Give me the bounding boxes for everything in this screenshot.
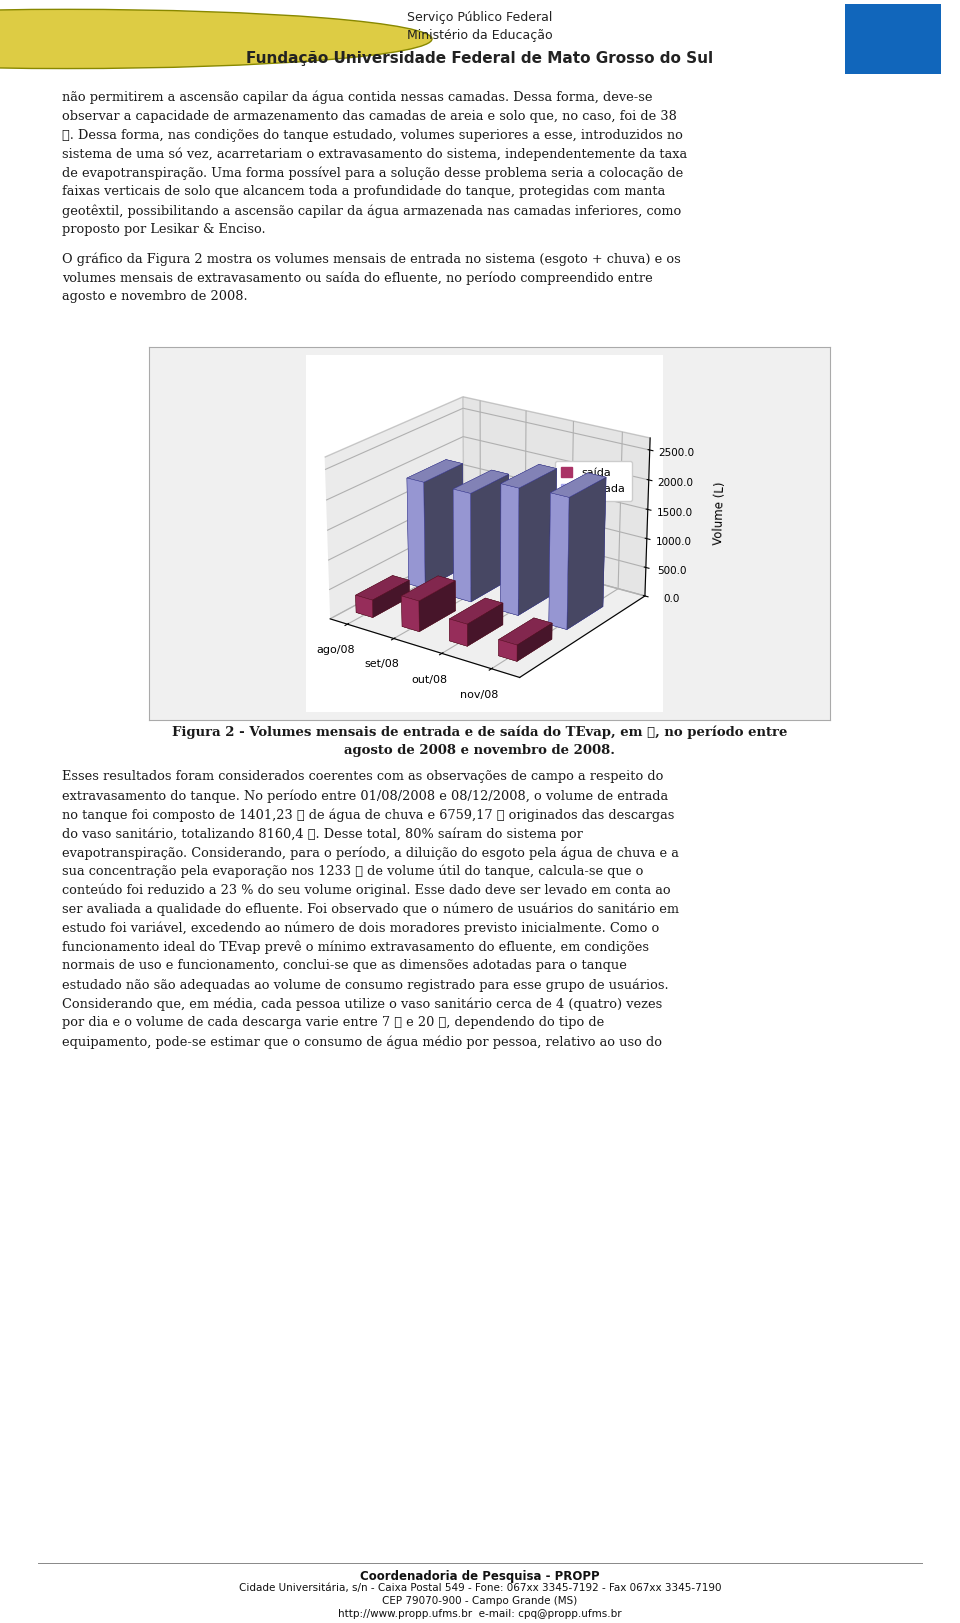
Text: faixas verticais de solo que alcancem toda a profundidade do tanque, protegidas : faixas verticais de solo que alcancem to… <box>62 185 665 198</box>
Legend: saída, entrada: saída, entrada <box>555 461 632 502</box>
Text: http://www.propp.ufms.br  e-mail: cpq@propp.ufms.br: http://www.propp.ufms.br e-mail: cpq@pro… <box>338 1608 622 1618</box>
Text: Coordenadoria de Pesquisa - PROPP: Coordenadoria de Pesquisa - PROPP <box>360 1569 600 1582</box>
Text: geotêxtil, possibilitando a ascensão capilar da água armazenada nas camadas infe: geotêxtil, possibilitando a ascensão cap… <box>62 204 682 217</box>
Text: não permitirem a ascensão capilar da água contida nessas camadas. Dessa forma, d: não permitirem a ascensão capilar da águ… <box>62 91 653 104</box>
Text: Esses resultados foram considerados coerentes com as observações de campo a resp: Esses resultados foram considerados coer… <box>62 771 663 784</box>
FancyBboxPatch shape <box>845 3 941 75</box>
Text: volumes mensais de extravasamento ou saída do efluente, no período compreendido : volumes mensais de extravasamento ou saí… <box>62 271 653 286</box>
Text: evapotranspiração. Considerando, para o período, a diluição do esgoto pela água : evapotranspiração. Considerando, para o … <box>62 846 680 860</box>
Text: Fundação Universidade Federal de Mato Grosso do Sul: Fundação Universidade Federal de Mato Gr… <box>247 50 713 67</box>
Text: Ministério da Educação: Ministério da Educação <box>407 29 553 42</box>
Circle shape <box>0 10 432 68</box>
Text: agosto e novembro de 2008.: agosto e novembro de 2008. <box>62 291 248 304</box>
Text: Figura 2 - Volumes mensais de entrada e de saída do TEvap, em ℓ, no período entr: Figura 2 - Volumes mensais de entrada e … <box>172 725 788 738</box>
Text: normais de uso e funcionamento, conclui-se que as dimensões adotadas para o tanq: normais de uso e funcionamento, conclui-… <box>62 959 627 972</box>
Text: conteúdo foi reduzido a 23 % do seu volume original. Esse dado deve ser levado e: conteúdo foi reduzido a 23 % do seu volu… <box>62 885 671 898</box>
Text: equipamento, pode-se estimar que o consumo de água médio por pessoa, relativo ao: equipamento, pode-se estimar que o consu… <box>62 1035 662 1048</box>
Text: por dia e o volume de cada descarga varie entre 7 ℓ e 20 ℓ, dependendo do tipo d: por dia e o volume de cada descarga vari… <box>62 1016 605 1029</box>
Text: observar a capacidade de armazenamento das camadas de areia e solo que, no caso,: observar a capacidade de armazenamento d… <box>62 110 677 123</box>
Text: Serviço Público Federal: Serviço Público Federal <box>407 11 553 24</box>
Text: ℓ. Dessa forma, nas condições do tanque estudado, volumes superiores a esse, int: ℓ. Dessa forma, nas condições do tanque … <box>62 128 684 141</box>
Text: do vaso sanitário, totalizando 8160,4 ℓ. Desse total, 80% saíram do sistema por: do vaso sanitário, totalizando 8160,4 ℓ.… <box>62 828 584 841</box>
Text: de evapotranspiração. Uma forma possível para a solução desse problema seria a c: de evapotranspiração. Uma forma possível… <box>62 167 684 180</box>
Text: proposto por Lesikar & Enciso.: proposto por Lesikar & Enciso. <box>62 224 266 237</box>
Text: sua concentração pela evaporação nos 1233 ℓ de volume útil do tanque, calcula-se: sua concentração pela evaporação nos 123… <box>62 865 644 878</box>
Text: Considerando que, em média, cada pessoa utilize o vaso sanitário cerca de 4 (qua: Considerando que, em média, cada pessoa … <box>62 997 662 1011</box>
Text: no tanque foi composto de 1401,23 ℓ de água de chuva e 6759,17 ℓ originados das : no tanque foi composto de 1401,23 ℓ de á… <box>62 808 675 821</box>
Text: estudado não são adequadas ao volume de consumo registrado para esse grupo de us: estudado não são adequadas ao volume de … <box>62 979 669 992</box>
Text: agosto de 2008 e novembro de 2008.: agosto de 2008 e novembro de 2008. <box>345 743 615 756</box>
Text: ser avaliada a qualidade do efluente. Foi observado que o número de usuários do : ser avaliada a qualidade do efluente. Fo… <box>62 902 680 917</box>
Text: sistema de uma só vez, acarretariam o extravasamento do sistema, independentemen: sistema de uma só vez, acarretariam o ex… <box>62 148 687 161</box>
Text: estudo foi variável, excedendo ao número de dois moradores previsto inicialmente: estudo foi variável, excedendo ao número… <box>62 922 660 935</box>
Text: extravasamento do tanque. No período entre 01/08/2008 e 08/12/2008, o volume de : extravasamento do tanque. No período ent… <box>62 789 668 803</box>
Text: funcionamento ideal do TEvap prevê o mínimo extravasamento do efluente, em condi: funcionamento ideal do TEvap prevê o mín… <box>62 941 649 954</box>
Text: CEP 79070-900 - Campo Grande (MS): CEP 79070-900 - Campo Grande (MS) <box>382 1595 578 1605</box>
Text: Cidade Universitária, s/n - Caixa Postal 549 - Fone: 067xx 3345-7192 - Fax 067xx: Cidade Universitária, s/n - Caixa Postal… <box>239 1582 721 1592</box>
Text: O gráfico da Figura 2 mostra os volumes mensais de entrada no sistema (esgoto + : O gráfico da Figura 2 mostra os volumes … <box>62 253 682 266</box>
